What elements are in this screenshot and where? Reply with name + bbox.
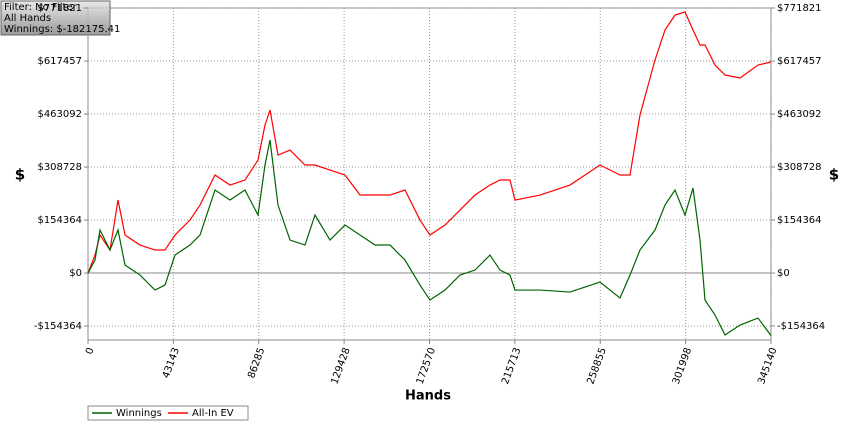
info-text: All Hands [4,13,51,24]
y-tick-label: $617457 [37,56,82,67]
x-tick-label: 301998 [671,346,694,386]
info-text: Filter: No Filter [4,2,78,13]
y-tick-label-right: $617457 [777,56,822,67]
y-tick-label: $463092 [37,109,82,120]
x-axis-title: Hands [405,389,451,404]
x-tick-label: 345140 [756,346,779,386]
x-tick-label: 0 [84,346,97,356]
x-tick-label: 43143 [161,346,182,380]
y-tick-label-right: $308728 [777,162,822,173]
y-axis-title-right: $ [829,166,839,184]
legend-label: Winnings [116,408,162,419]
y-tick-label-right: $0 [777,268,790,279]
info-text: Winnings: $-182175.41 [4,24,120,35]
x-tick-label: 129428 [329,346,352,386]
x-tick-label: 215713 [500,346,523,386]
y-tick-label-right: -$154364 [777,321,825,332]
line-series [87,11,772,274]
y-tick-label: $771821 [37,3,82,14]
x-tick-label: 258855 [585,346,608,386]
x-tick-label: 86285 [246,346,267,380]
y-tick-label-right: $771821 [777,3,822,14]
y-tick-label-right: $154364 [777,215,822,226]
y-axis-title: $ [15,166,25,184]
info-box [0,0,111,36]
line-series [87,139,772,336]
y-tick-label: -$154364 [34,321,82,332]
y-tick-label: $154364 [37,215,82,226]
y-tick-label-right: $463092 [777,109,822,120]
y-tick-label: $0 [69,268,82,279]
y-tick-label: $308728 [37,162,82,173]
legend-label: All-In EV [192,408,234,419]
x-tick-label: 172570 [415,346,438,386]
